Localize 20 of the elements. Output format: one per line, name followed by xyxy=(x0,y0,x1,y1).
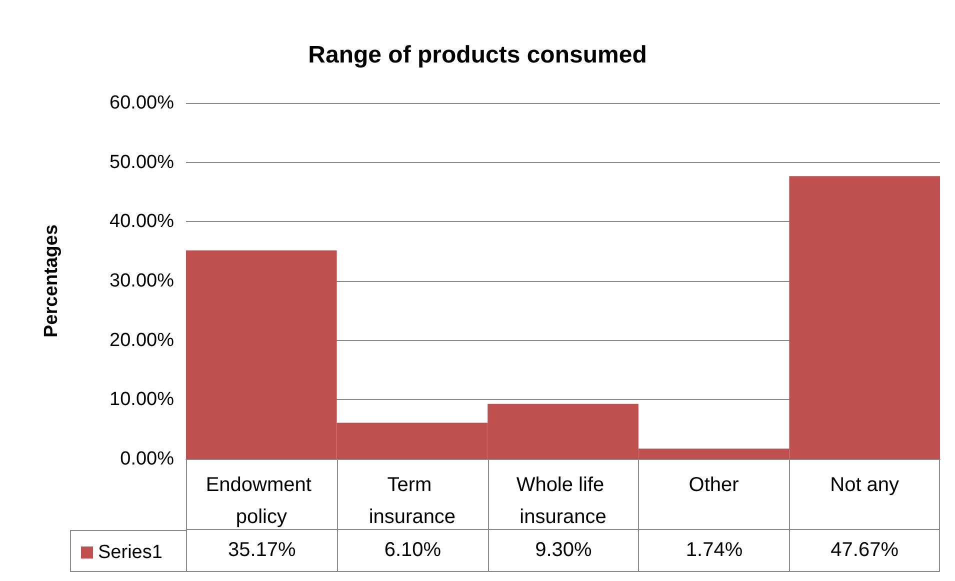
y-tick-label: 0.00% xyxy=(120,448,174,470)
x-tick-label: Endowment policy xyxy=(206,474,317,528)
data-label: 35.17% xyxy=(186,530,337,572)
y-tick-label: 10.00% xyxy=(110,389,174,410)
legend-label: Series1 xyxy=(98,542,162,563)
data-label: 47.67% xyxy=(789,530,940,572)
y-axis-title: Percentages xyxy=(41,224,62,338)
x-tick-label: Not any xyxy=(830,474,900,496)
y-tick-label: 50.00% xyxy=(110,152,174,173)
chart-title: Range of products consumed xyxy=(308,42,647,68)
y-tick-label: 60.00% xyxy=(110,92,174,114)
y-tick-label: 30.00% xyxy=(110,270,174,292)
y-tick-label: 40.00% xyxy=(110,211,174,232)
y-tick-label: 20.00% xyxy=(110,330,174,351)
x-tick-label: Whole life insurance xyxy=(516,474,610,528)
data-label: 6.10% xyxy=(336,530,488,572)
x-tick-label: Other xyxy=(688,474,740,496)
data-label: 9.30% xyxy=(488,530,638,572)
x-tick-label: Term insurance xyxy=(368,474,456,528)
data-label: 1.74% xyxy=(638,530,790,572)
